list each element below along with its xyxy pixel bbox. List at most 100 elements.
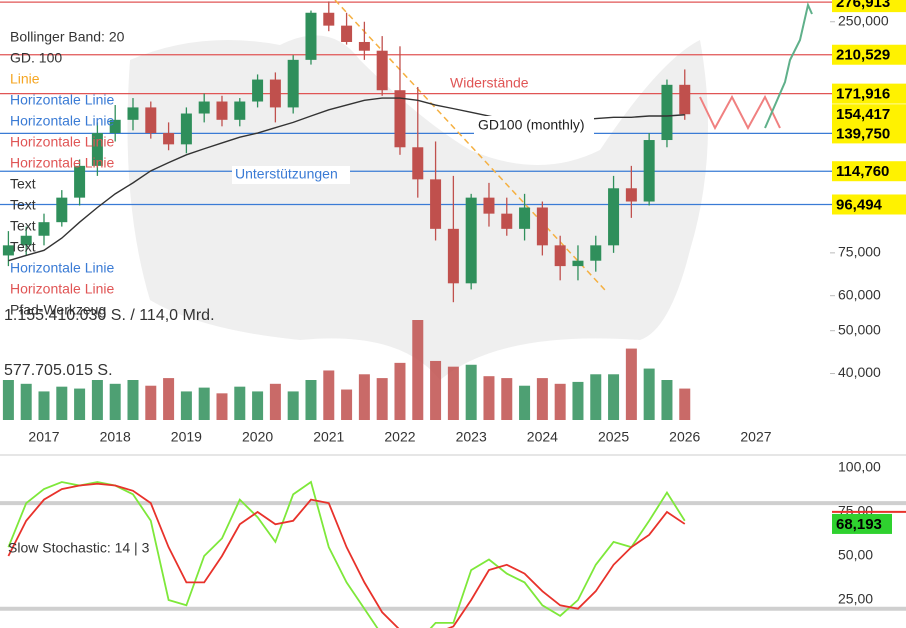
volume-bar bbox=[56, 386, 68, 420]
y-tick-label: 50,00 bbox=[838, 547, 873, 563]
stochastic-title: Slow Stochastic: 14 | 3 bbox=[8, 540, 150, 556]
stochastic-line bbox=[7, 480, 686, 628]
volume-bar bbox=[252, 391, 264, 420]
candle-body bbox=[56, 197, 68, 223]
candle-body bbox=[447, 228, 459, 284]
y-tick-label: 40,000 bbox=[838, 364, 881, 380]
volume-bar bbox=[234, 386, 246, 420]
level-box bbox=[832, 0, 906, 13]
volume-bar bbox=[38, 391, 50, 420]
x-tick-label: 2026 bbox=[669, 429, 700, 445]
gd-label-bg bbox=[474, 116, 594, 136]
volume-scale-label: 577.705.015 S. bbox=[4, 362, 113, 379]
candle-body bbox=[216, 101, 228, 120]
candle-body bbox=[2, 245, 14, 256]
candle-body bbox=[412, 147, 424, 180]
legend-entry: Text bbox=[10, 197, 36, 213]
volume-bar bbox=[163, 378, 175, 420]
volume-bar bbox=[412, 320, 424, 420]
level-label: 276,913 bbox=[836, 0, 890, 11]
legend-entry: Text bbox=[10, 239, 36, 255]
volume-bar bbox=[590, 374, 602, 420]
candle-body bbox=[252, 79, 264, 102]
legend-entry: Horizontale Linie bbox=[10, 155, 114, 171]
candle-body bbox=[572, 260, 584, 267]
candle-body bbox=[661, 84, 673, 141]
volume-bar bbox=[376, 378, 388, 420]
legend-entry: Horizontale Linie bbox=[10, 260, 114, 276]
volume-bar bbox=[287, 391, 299, 420]
candle-body bbox=[519, 207, 531, 229]
y-tick-label: 50,000 bbox=[838, 321, 881, 337]
volume-bar bbox=[572, 381, 584, 420]
candle-body bbox=[643, 140, 655, 202]
legend-entry: Pfad-Werkzeug bbox=[10, 302, 106, 318]
volume-bar bbox=[323, 370, 335, 420]
stochastic-line bbox=[7, 482, 686, 628]
candle-body bbox=[679, 84, 691, 115]
volume-bar bbox=[608, 374, 620, 420]
forecast-path-green bbox=[764, 1, 813, 129]
candle-body bbox=[20, 235, 32, 246]
y-tick-label: 100,00 bbox=[838, 459, 881, 475]
y-tick-label: 75,000 bbox=[838, 244, 881, 260]
level-box bbox=[832, 161, 906, 182]
support-label-bg bbox=[232, 166, 350, 184]
candle-body bbox=[625, 188, 637, 202]
legend-entry: Horizontale Linie bbox=[10, 113, 114, 129]
volume-bar bbox=[483, 376, 495, 420]
level-box bbox=[832, 104, 906, 125]
x-tick-label: 2023 bbox=[456, 429, 487, 445]
level-label: 114,760 bbox=[836, 163, 889, 180]
forecast-path-red bbox=[699, 94, 781, 131]
y-tick-label: 60,000 bbox=[838, 286, 881, 302]
volume-bar bbox=[74, 388, 86, 420]
volume-bar bbox=[519, 385, 531, 420]
level-label: 171,916 bbox=[836, 86, 890, 103]
volume-bar bbox=[20, 383, 32, 420]
legend-entry: Horizontale Linie bbox=[10, 134, 114, 150]
candle-body bbox=[163, 133, 175, 145]
level-box bbox=[832, 194, 906, 215]
level-box bbox=[832, 83, 906, 104]
x-tick-label: 2017 bbox=[28, 429, 59, 445]
volume-bar bbox=[109, 383, 121, 420]
level-label: 139,750 bbox=[836, 125, 890, 142]
y-tick-label: 250,000 bbox=[838, 12, 889, 28]
volume-bar bbox=[447, 366, 459, 420]
volume-bar bbox=[661, 380, 673, 420]
candle-body bbox=[483, 197, 495, 214]
candle-body bbox=[127, 107, 139, 120]
resistance-label: Widerstände bbox=[450, 75, 529, 91]
support-label: Unterstützungen bbox=[235, 166, 338, 182]
volume-bar bbox=[394, 362, 406, 420]
candle-body bbox=[145, 107, 157, 134]
candle-body bbox=[323, 12, 335, 26]
candle-body bbox=[341, 25, 353, 42]
candle-body bbox=[198, 101, 210, 114]
candle-body bbox=[554, 245, 566, 267]
volume-bar bbox=[501, 378, 513, 420]
candle-body bbox=[180, 113, 192, 145]
last-value-label: 68,193 bbox=[836, 516, 882, 533]
volume-bar bbox=[465, 364, 477, 420]
x-tick-label: 2020 bbox=[242, 429, 273, 445]
volume-bar bbox=[198, 387, 210, 420]
volume-bar bbox=[127, 380, 139, 420]
volume-bar bbox=[180, 391, 192, 420]
level-box bbox=[832, 44, 906, 65]
x-tick-label: 2019 bbox=[171, 429, 202, 445]
candle-body bbox=[394, 90, 406, 148]
x-tick-label: 2022 bbox=[384, 429, 415, 445]
volume-bar bbox=[625, 348, 637, 420]
candle-body bbox=[269, 79, 281, 108]
candle-body bbox=[74, 165, 86, 198]
volume-bar bbox=[430, 360, 442, 420]
last-value-box bbox=[832, 513, 892, 534]
y-tick-label: 25,00 bbox=[838, 591, 873, 607]
candle-body bbox=[38, 222, 50, 236]
x-tick-label: 2024 bbox=[527, 429, 558, 445]
candle-body bbox=[305, 12, 317, 60]
volume-bar bbox=[554, 383, 566, 420]
